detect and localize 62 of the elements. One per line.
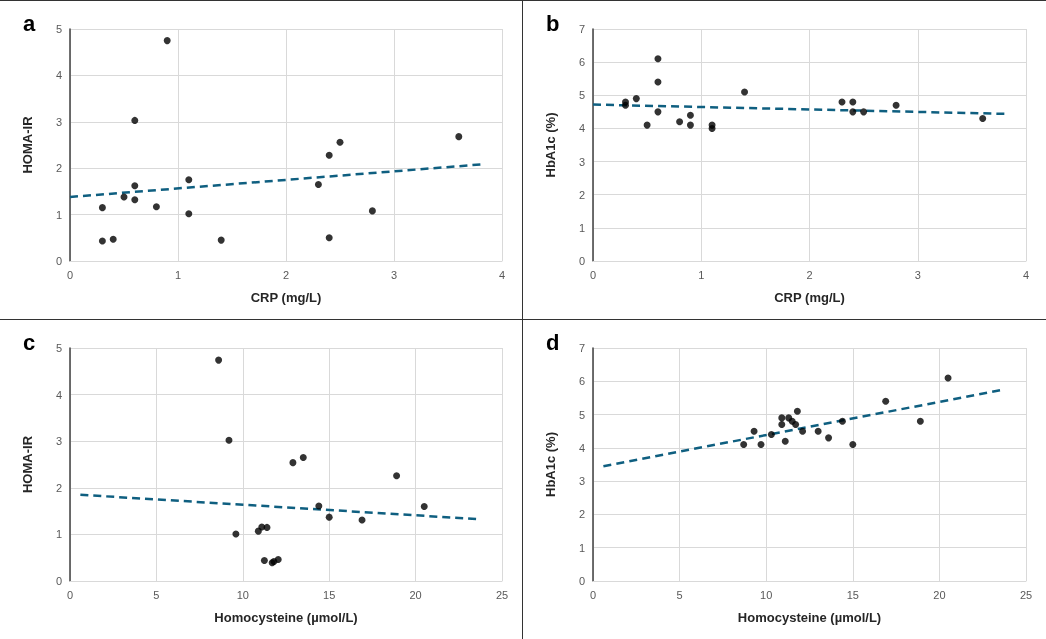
chart-title: c [23, 329, 36, 355]
x-axis-title: CRP (mg/L) [250, 290, 322, 305]
x-tick-label: 5 [676, 588, 683, 601]
y-tick-label: 5 [578, 89, 585, 102]
x-tick-label: 20 [933, 588, 946, 601]
x-tick-label: 10 [760, 588, 773, 601]
x-tick-label: 0 [589, 588, 597, 601]
x-tick-label: 1 [698, 268, 705, 281]
y-tick-label: 5 [578, 408, 585, 421]
y-tick-label: 7 [578, 23, 585, 35]
x-tick-label: 2 [806, 268, 813, 281]
y-tick-label: 5 [55, 342, 62, 354]
x-tick-label: 5 [153, 588, 160, 601]
y-tick-label: 4 [578, 441, 585, 454]
x-tick-label: 10 [236, 588, 249, 601]
y-tick-label: 3 [55, 115, 62, 128]
y-tick-label: 3 [578, 155, 585, 168]
y-tick-label: 6 [578, 56, 585, 69]
y-tick-label: 1 [578, 541, 585, 554]
y-tick-label: 1 [55, 208, 62, 221]
chart-title: b [546, 10, 560, 36]
x-axis-title: CRP (mg/L) [774, 290, 845, 305]
y-tick-label: 0 [55, 575, 62, 587]
y-tick-label: 4 [55, 388, 62, 401]
y-tick-label: 1 [55, 528, 62, 541]
y-axis-title: HOMA-IR [20, 435, 35, 494]
y-tick-label: 3 [55, 435, 62, 448]
y-tick-label: 2 [55, 162, 62, 175]
chart-title: a [23, 10, 36, 36]
x-tick-label: 20 [409, 588, 422, 601]
x-axis-title: Homocysteine (µmol/L) [737, 610, 882, 625]
x-tick-label: 4 [1022, 268, 1030, 281]
y-tick-label: 4 [578, 122, 585, 135]
y-tick-label: 2 [578, 508, 585, 521]
y-tick-label: 7 [578, 342, 585, 354]
x-tick-label: 0 [66, 268, 74, 281]
x-tick-label: 0 [66, 588, 74, 601]
y-tick-label: 6 [578, 375, 585, 388]
x-tick-label: 2 [282, 268, 290, 281]
y-tick-label: 2 [55, 481, 62, 494]
x-tick-label: 25 [1019, 588, 1033, 601]
x-tick-label: 15 [846, 588, 859, 601]
y-tick-label: 0 [578, 255, 585, 267]
y-tick-label: 2 [578, 188, 585, 201]
y-tick-label: 4 [55, 69, 62, 82]
x-axis-title: Homocysteine (µmol/L) [214, 610, 358, 625]
y-tick-label: 0 [578, 575, 585, 587]
y-tick-label: 5 [55, 23, 62, 35]
y-tick-label: 0 [55, 255, 62, 267]
x-tick-label: 1 [174, 268, 182, 281]
y-tick-label: 1 [578, 221, 585, 234]
y-axis-title: HbA1c (%) [543, 431, 558, 498]
x-tick-label: 15 [323, 588, 336, 601]
x-tick-label: 3 [390, 268, 398, 281]
x-tick-label: 4 [498, 268, 506, 281]
x-tick-label: 25 [495, 588, 509, 601]
chart-title: d [546, 329, 560, 355]
y-axis-title: HOMA-IR [20, 115, 35, 174]
x-tick-label: 0 [589, 268, 597, 281]
y-axis-title: HbA1c (%) [543, 112, 558, 178]
x-tick-label: 3 [914, 268, 921, 281]
y-tick-label: 3 [578, 475, 585, 488]
